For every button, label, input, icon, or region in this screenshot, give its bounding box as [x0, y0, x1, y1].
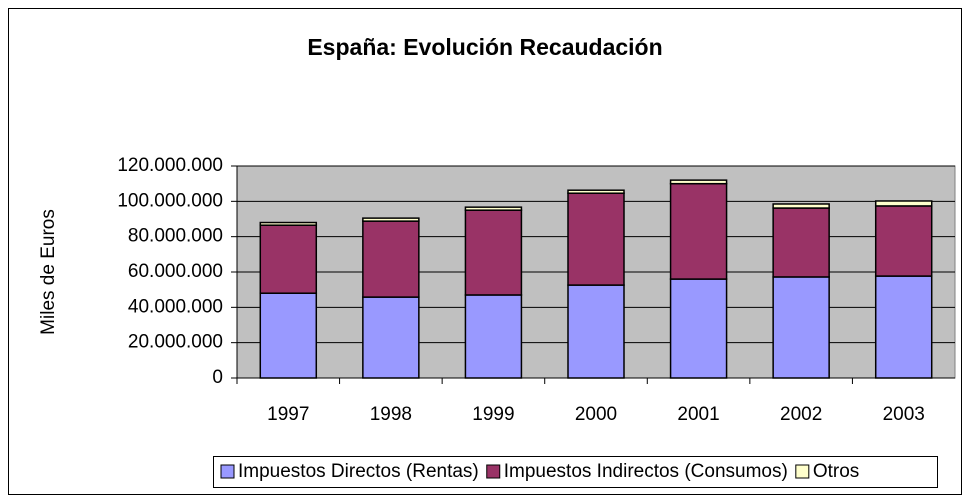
legend-swatch	[795, 464, 810, 479]
bar-segment	[567, 192, 625, 286]
bar-segment	[669, 278, 728, 379]
bar-segment	[567, 189, 625, 194]
legend-box	[213, 456, 938, 488]
bar-segment	[259, 221, 318, 226]
bar-segment	[464, 209, 523, 296]
y-axis-label: Miles de Euros	[38, 209, 59, 335]
y-tick-label: 20.000.000	[128, 332, 223, 353]
y-tick-label: 80.000.000	[128, 226, 223, 247]
bar-segment	[464, 206, 523, 211]
bar-segment	[772, 203, 830, 209]
y-tick-label: 60.000.000	[128, 261, 223, 282]
bar-segment	[874, 275, 933, 379]
legend-label: Impuestos Indirectos (Consumos)	[504, 461, 788, 482]
legend-label: Impuestos Directos (Rentas)	[238, 461, 479, 482]
y-tick-label: 120.000.000	[117, 155, 223, 176]
y-tick-label: 40.000.000	[128, 296, 223, 317]
bar-segment	[772, 207, 830, 278]
x-tick-label: 1999	[472, 404, 514, 425]
bar-segment	[669, 179, 728, 185]
x-tick-label: 1997	[267, 404, 309, 425]
bar-segment	[362, 217, 420, 222]
bar-segment	[772, 276, 830, 379]
y-tick-label: 0	[212, 367, 223, 388]
x-tick-label: 2003	[883, 404, 925, 425]
legend-swatch	[220, 464, 235, 479]
bar-segment	[259, 224, 318, 294]
x-tick-label: 2001	[677, 404, 719, 425]
bar-segment	[464, 294, 523, 379]
x-tick-label: 2000	[575, 404, 617, 425]
x-tick-label: 1998	[370, 404, 412, 425]
y-tick-label: 100.000.000	[117, 190, 223, 211]
legend-swatch	[486, 464, 501, 479]
legend-label: Otros	[813, 461, 859, 482]
bar-segment	[669, 182, 728, 280]
bar-segment	[874, 205, 933, 277]
x-tick-label: 2002	[780, 404, 822, 425]
bar-segment	[259, 292, 318, 379]
bar-segment	[874, 200, 933, 207]
bar-segment	[362, 296, 420, 379]
bar-segment	[567, 284, 625, 379]
chart-title: España: Evolución Recaudación	[307, 34, 662, 60]
bar-segment	[362, 220, 420, 298]
